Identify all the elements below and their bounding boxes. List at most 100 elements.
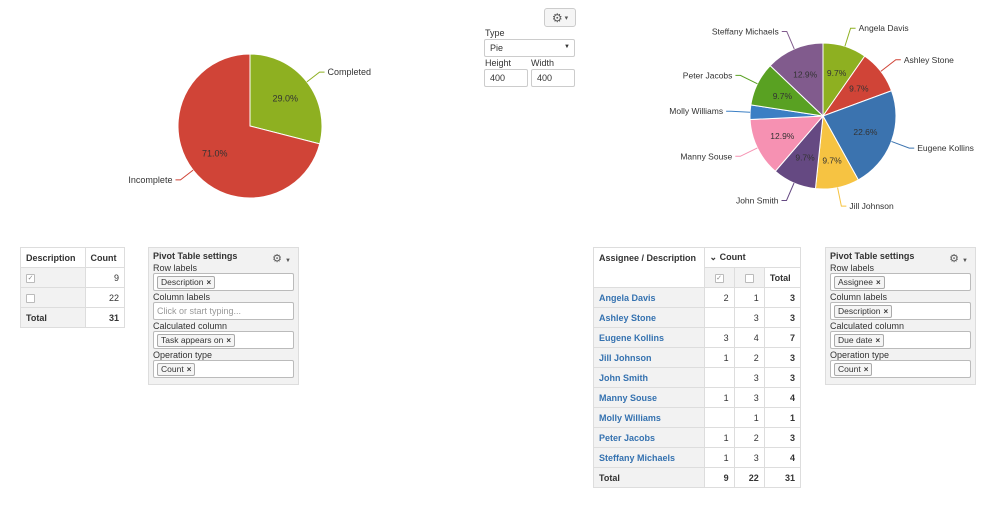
row-labels-field[interactable]: Description × [153,273,294,291]
chart-settings-button[interactable]: ⚙ ▾ [544,8,576,27]
chevron-down-icon: ▾ [564,14,569,22]
assignee-name[interactable]: Jill Johnson [593,347,705,368]
assignee-link[interactable]: Eugene Kollins [599,332,665,343]
assignee-name[interactable]: John Smith [593,367,705,388]
tag-text: Count [838,363,861,374]
operation-type-field[interactable]: Count × [153,360,294,378]
assignee-link[interactable]: Jill Johnson [599,352,652,363]
chart-type-select[interactable]: Pie ▼ [484,39,575,57]
assignee-name[interactable]: Angela Davis [593,287,705,308]
column-labels-field[interactable]: Description × [830,302,971,320]
total-column-header: Total [763,267,802,288]
chart-height-value: 400 [490,73,506,83]
operation-type-field[interactable]: Count × [830,360,971,378]
row-total: 3 [763,287,802,308]
remove-tag-icon[interactable]: × [206,277,212,287]
chart-type-value: Pie [490,43,504,53]
assignee-link[interactable]: Angela Davis [599,292,656,303]
row-labels-label: Row labels [830,263,875,273]
calculated-column-field[interactable]: Due date × [830,331,971,349]
select-arrow-icon: ▼ [564,44,570,50]
unchecked-count: 2 [733,347,765,368]
checked-checkbox-icon: ✓ [714,273,724,283]
remove-tag-icon[interactable]: × [875,277,881,287]
total-value: 31 [84,307,126,328]
chart-width-input[interactable]: 400 [531,69,575,87]
tag-text: Task appears on [161,334,224,345]
row-total: 7 [763,327,802,348]
operation-type-tag: Count × [157,362,196,376]
left-pivot-settings-panel: Pivot Table settings ⚙ ▼ Row labels Desc… [148,247,299,385]
column-labels-field[interactable]: Click or start typing... [153,302,294,320]
column-labels-label: Column labels [830,292,888,302]
row-label [20,287,86,308]
row-total: 3 [763,347,802,368]
remove-tag-icon[interactable]: × [226,335,232,345]
tag-text: Due date [838,334,873,345]
assignee-pivot-table: Assignee / Description ⌄ Count ✓ Total A… [593,247,802,488]
assignee-name[interactable]: Molly Williams [593,407,705,428]
table-row: ✓ 9 [20,267,126,288]
settings-title: Pivot Table settings [153,251,238,261]
settings-gear-button[interactable]: ⚙ ▼ [949,252,968,265]
slice-category-label: Jill Johnson [849,201,894,211]
row-total: 3 [763,367,802,388]
remove-tag-icon[interactable]: × [186,364,192,374]
gear-icon: ⚙ [272,253,282,265]
column-labels-label: Column labels [153,292,211,302]
assignee-link[interactable]: Steffany Michaels [599,452,676,463]
checked-count: 1 [703,387,735,408]
assignee-name[interactable]: Steffany Michaels [593,447,705,468]
assignee-name[interactable]: Eugene Kollins [593,327,705,348]
unchecked-checkbox-icon [26,293,35,303]
remove-tag-icon[interactable]: × [883,306,889,316]
slice-value-label: 29.0% [273,94,299,104]
pie-slice-completed [249,53,323,145]
slice-connector-line [891,140,915,149]
chart-height-input[interactable]: 400 [484,69,528,87]
unchecked-count: 3 [733,387,765,408]
pie-slice-manny-souse [749,115,825,172]
count-group-header[interactable]: ⌄ Count [703,247,802,268]
table-row: Steffany Michaels 1 3 4 [593,447,802,468]
unchecked-count: 3 [733,307,765,328]
assignee-name[interactable]: Manny Souse [593,387,705,408]
slice-connector-line [844,27,856,47]
unchecked-count: 1 [733,287,765,308]
table-row: Eugene Kollins 3 4 7 [593,327,802,348]
column-labels-placeholder: Click or start typing... [157,306,242,316]
assignee-link[interactable]: Ashley Stone [599,312,657,323]
column-header-count: Count [84,247,126,268]
assignee-name[interactable]: Peter Jacobs [593,427,705,448]
slice-category-label: Completed [328,67,372,77]
operation-type-label: Operation type [830,350,890,360]
slice-category-label: John Smith [736,195,779,205]
assignee-link[interactable]: Manny Souse [599,392,658,403]
remove-tag-icon[interactable]: × [863,364,869,374]
unchecked-count: 3 [733,447,765,468]
remove-tag-icon[interactable]: × [875,335,881,345]
assignee-link[interactable]: Peter Jacobs [599,432,656,443]
description-pivot-table: Description Count ✓ 9 22 Total 31 [20,247,126,328]
unchecked-column-header [733,267,765,288]
width-label: Width [531,58,555,68]
slice-connector-line [781,182,795,201]
checked-checkbox-icon: ✓ [26,273,35,283]
assignee-link[interactable]: Molly Williams [599,412,661,423]
calculated-column-tag: Task appears on × [157,333,236,347]
chart-width-value: 400 [537,73,553,83]
chevron-down-icon: ▼ [962,258,968,264]
slice-category-label: Ashley Stone [904,55,954,65]
settings-title: Pivot Table settings [830,251,915,261]
pie-slice-steffany-michaels [769,42,824,118]
row-labels-field[interactable]: Assignee × [830,273,971,291]
row-total: 3 [763,307,802,328]
slice-connector-line [306,71,325,83]
status-pie-chart: 29.0% Completed 71.0% Incomplete [128,53,372,199]
total-row: Total 9 22 31 [593,467,802,488]
total-label: Total [593,467,705,488]
assignee-name[interactable]: Ashley Stone [593,307,705,328]
settings-gear-button[interactable]: ⚙ ▼ [272,252,291,265]
assignee-link[interactable]: John Smith [599,372,648,383]
calculated-column-field[interactable]: Task appears on × [153,331,294,349]
